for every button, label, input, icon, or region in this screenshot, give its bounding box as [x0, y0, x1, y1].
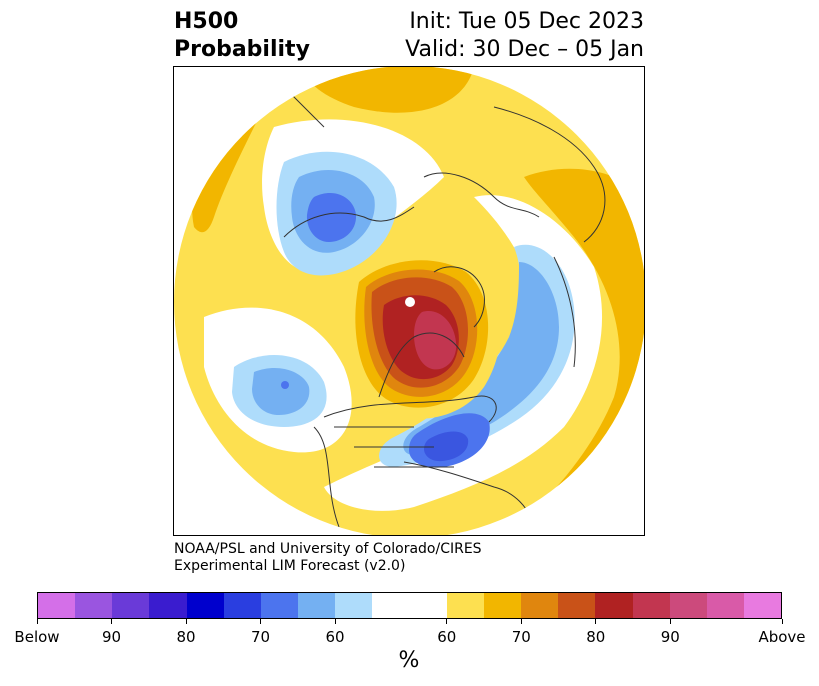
colorbar-segment [112, 593, 150, 618]
below-70-pacific-core [281, 381, 289, 389]
colorbar-segment [260, 593, 299, 618]
above-65-top [304, 67, 474, 113]
colorbar-tick-label: 60 [437, 628, 457, 646]
colorbar-tick-label: 90 [101, 628, 122, 646]
probability-map [173, 66, 645, 536]
map-title: H500 Probability [174, 8, 310, 64]
colorbar-tick-label: 70 [250, 628, 271, 646]
colorbar-tick-label: 70 [511, 628, 531, 646]
title-line-variable: H500 [174, 9, 239, 34]
colorbar-segment [372, 593, 410, 618]
colorbar-tick-mark [111, 619, 112, 624]
above-85-core [414, 311, 457, 370]
colorbar-segment [632, 593, 670, 618]
title-line-kind: Probability [174, 37, 310, 62]
init-date: Init: Tue 05 Dec 2023 [409, 9, 644, 34]
colorbar-tick-label: 80 [176, 628, 196, 646]
colorbar-unit-label: % [398, 648, 420, 673]
colorbar-segment [558, 593, 596, 618]
below-70-asia [306, 193, 357, 242]
colorbar-tick-mark [36, 619, 38, 624]
colorbar-tick-mark [520, 619, 522, 624]
colorbar-segment [595, 593, 633, 618]
colorbar-segment [149, 593, 187, 618]
colorbar-tick-label: Above [758, 628, 806, 646]
credit-line-1: NOAA/PSL and University of Colorado/CIRE… [174, 541, 482, 557]
colorbar-segment [75, 593, 113, 618]
map-dates: Init: Tue 05 Dec 2023 Valid: 30 Dec – 05… [405, 8, 644, 64]
colorbar-tick-mark [595, 619, 597, 624]
colorbar-segment [38, 593, 76, 618]
colorbar-tick-label: 90 [660, 628, 680, 646]
colorbar-tick-mark [781, 619, 783, 624]
colorbar-segment [706, 593, 744, 618]
above-65-west [192, 107, 264, 233]
credit-line-2: Experimental LIM Forecast (v2.0) [174, 558, 406, 574]
below-65-pacific [252, 367, 310, 415]
colorbar-segment [446, 593, 484, 618]
colorbar-tick-label: 60 [325, 628, 345, 646]
below-75-eastern-us [424, 431, 469, 462]
probability-colorbar [37, 592, 782, 619]
colorbar-tick-label: 80 [586, 628, 606, 646]
colorbar-segment [186, 593, 224, 618]
colorbar-segment [669, 593, 707, 618]
colorbar-segment [409, 593, 447, 618]
colorbar-tick-mark [669, 619, 671, 624]
colorbar-tick-mark [185, 619, 187, 624]
colorbar-segment [483, 593, 522, 618]
below-65-atlantic [403, 262, 559, 455]
colorbar-segment [335, 593, 373, 618]
map-canvas [174, 67, 644, 535]
colorbar-segment [743, 593, 782, 618]
colorbar-segment [521, 593, 559, 618]
credit-text: NOAA/PSL and University of Colorado/CIRE… [174, 541, 482, 575]
colorbar-segment [298, 593, 336, 618]
north-pole-marker [405, 297, 415, 307]
colorbar-tick-mark [446, 619, 448, 624]
valid-dates: Valid: 30 Dec – 05 Jan [405, 37, 644, 62]
colorbar-segment [223, 593, 261, 618]
colorbar-tick-mark [260, 619, 261, 624]
colorbar-tick-mark [334, 619, 336, 624]
colorbar-tick-label: Below [14, 628, 60, 646]
